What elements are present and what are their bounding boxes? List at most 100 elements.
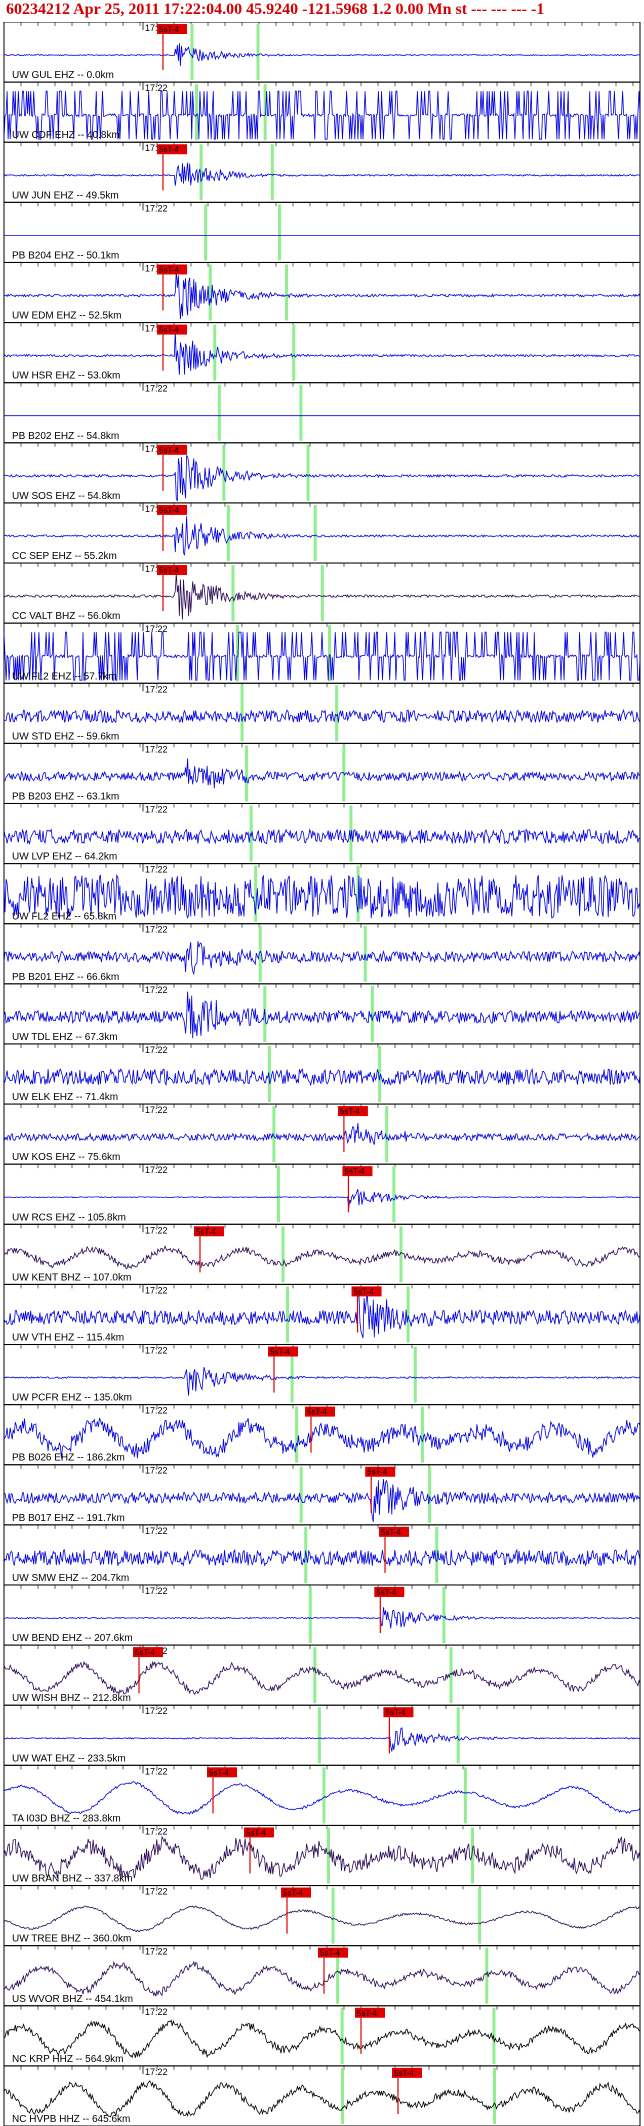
- pick-flag: [133, 1647, 163, 1658]
- time-tick-label: 17:22: [145, 1225, 168, 1235]
- waveform-trace: [3, 2080, 641, 2118]
- time-tick-label: 17:22: [145, 23, 168, 33]
- time-tick-label: 17:22: [145, 1947, 168, 1957]
- pick-flag: [157, 444, 187, 455]
- waveform-trace: [3, 828, 641, 846]
- station-label: UW PCFR EHZ -- 135.0km: [12, 1393, 132, 1404]
- pick-label: 5sT-4: [385, 1708, 406, 1717]
- waveform-trace: [3, 941, 641, 976]
- waveform-trace: [3, 573, 641, 620]
- station-label: NC KRP HHZ -- 564.9km: [12, 2054, 124, 2065]
- pick-label: 5sT-4: [376, 1588, 397, 1597]
- waveform-trace: [3, 43, 641, 67]
- station-label: PB B201 EHZ -- 66.6km: [12, 972, 119, 983]
- pick-flag: [157, 565, 187, 576]
- station-label: PB B026 EHZ -- 186.2km: [12, 1453, 125, 1464]
- station-label: UW TREE BHZ -- 360.0km: [12, 1934, 131, 1945]
- waveform-trace: [3, 1781, 641, 1815]
- pick-label: 5sT-4: [354, 1287, 375, 1296]
- pick-flag: [383, 1707, 414, 1718]
- time-tick-label: 17:22: [145, 2067, 168, 2077]
- pick-flag: [281, 1887, 311, 1898]
- pick-flag: [157, 144, 187, 155]
- waveform-trace: [3, 874, 641, 920]
- station-label: UW BRAN BHZ -- 337.8km: [12, 1874, 133, 1885]
- trace-panel: [3, 2065, 641, 2126]
- pick-flag: [392, 2067, 422, 2078]
- station-label: NC HVPB HHZ -- 645.6km: [12, 2114, 130, 2125]
- waveform-trace: [3, 631, 641, 681]
- pick-label: 5sT-4: [135, 1648, 156, 1657]
- time-tick-label: 17:22: [145, 744, 168, 754]
- pick-label: 5sT-4: [159, 265, 180, 274]
- time-tick-label: 17:22: [145, 1766, 168, 1776]
- pick-flag: [342, 1166, 373, 1177]
- pick-flag: [268, 1346, 298, 1357]
- time-tick-label: 17:22: [145, 504, 168, 514]
- event-header-text: 60234212 Apr 25, 2011 17:22:04.00 45.924…: [6, 1, 545, 18]
- pick-label: 5sT-4: [357, 2009, 378, 2018]
- pick-label: 5sT-4: [159, 326, 180, 335]
- pick-label: 5sT-4: [344, 1167, 365, 1176]
- waveform-trace: [4, 1479, 641, 1522]
- pick-flag: [355, 2007, 385, 2018]
- time-tick-label: 17:22: [145, 324, 168, 334]
- station-label: US WVOR BHZ -- 454.1km: [12, 1994, 133, 2005]
- pick-flag: [318, 1947, 348, 1958]
- pick-flag: [244, 1827, 274, 1838]
- pick-label: 5sT-4: [246, 1828, 267, 1837]
- waveform-trace: [3, 1548, 641, 1567]
- waveform-trace: [3, 162, 641, 186]
- waveform-trace: [3, 1607, 641, 1629]
- waveform-trace: [3, 1067, 641, 1087]
- station-label: UW KOS EHZ -- 75.6km: [12, 1152, 120, 1163]
- pick-label: 5sT-4: [320, 1949, 341, 1958]
- time-tick-label: 17:22: [145, 1406, 168, 1416]
- time-tick-label: 17:22: [145, 624, 168, 634]
- station-label: UW WAT EHZ -- 233.5km: [12, 1753, 126, 1764]
- waveform-trace: [3, 2019, 641, 2059]
- time-tick-label: 17:22: [145, 1586, 168, 1596]
- waveform-trace: [3, 1905, 641, 1933]
- pick-flag: [157, 264, 187, 275]
- pick-label: 5sT-4: [196, 1227, 217, 1236]
- time-tick-label: 17:22: [145, 865, 168, 875]
- time-tick-label: 17:22: [145, 1165, 168, 1175]
- station-label: UW EDM EHZ -- 52.5km: [12, 311, 121, 322]
- waveform-trace: [3, 1291, 641, 1339]
- pick-flag: [194, 1226, 224, 1237]
- time-tick-label: 17:22: [145, 564, 168, 574]
- station-label: UW SMW EHZ -- 204.7km: [12, 1573, 129, 1584]
- pick-flag: [207, 1767, 237, 1778]
- time-tick-label: 17:22: [145, 1526, 168, 1536]
- station-label: UW FL2 EHZ -- 65.8km: [12, 912, 116, 923]
- pick-label: 5sT-4: [381, 1528, 402, 1537]
- station-label: UW WISH BHZ -- 212.8km: [12, 1693, 131, 1704]
- pick-label: 5sT-4: [307, 1408, 328, 1417]
- time-tick-label: 17:22: [145, 263, 168, 273]
- pick-label: 5sT-4: [159, 145, 180, 154]
- station-label: PB B203 EHZ -- 63.1km: [12, 791, 119, 802]
- station-label: UW STD EHZ -- 59.6km: [12, 731, 119, 742]
- time-tick-label: 17:22: [145, 1706, 168, 1716]
- station-label: UW CDF EHZ -- 40.8km: [12, 130, 120, 141]
- waveform-trace: [3, 1245, 641, 1270]
- pick-label: 5sT-4: [367, 1468, 388, 1477]
- time-tick-label: 17:22: [145, 1466, 168, 1476]
- waveform-trace: [3, 1417, 641, 1459]
- pick-flag: [374, 1586, 405, 1597]
- station-label: CC SEP EHZ -- 55.2km: [12, 551, 117, 562]
- pick-label: 5sT-4: [159, 566, 180, 575]
- pick-label: 5sT-4: [159, 446, 180, 455]
- station-label: PB B202 EHZ -- 54.8km: [12, 431, 119, 442]
- station-label: UW ELK EHZ -- 71.4km: [12, 1092, 118, 1103]
- pick-label: 5sT-4: [340, 1107, 361, 1116]
- pick-flag: [157, 504, 187, 515]
- station-label: UW HSR EHZ -- 53.0km: [12, 371, 120, 382]
- station-label: PB B204 EHZ -- 50.1km: [12, 250, 119, 261]
- pick-flag: [157, 24, 187, 34]
- time-tick-label: 17:22: [145, 1887, 168, 1897]
- pick-label: 5sT-4: [394, 2069, 415, 2078]
- pick-flag: [157, 324, 187, 335]
